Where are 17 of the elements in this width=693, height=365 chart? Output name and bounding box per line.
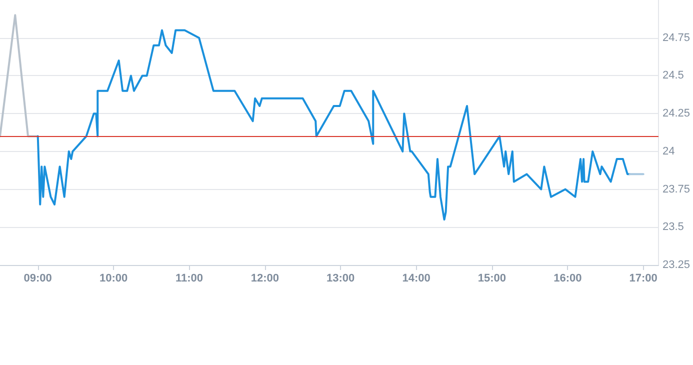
x-tick-label: 12:00 — [250, 272, 279, 284]
y-tick-label: 23.25 — [662, 259, 690, 271]
y-tick-label: 23.5 — [662, 221, 684, 234]
y-tick-label: 24.5 — [662, 70, 684, 82]
y-tick-label: 23.75 — [662, 183, 690, 196]
x-tick-label: 11:00 — [175, 272, 203, 284]
line-series — [36, 29, 631, 221]
x-tick-label: 14:00 — [402, 272, 430, 284]
x-tick-label: 10:00 — [99, 272, 128, 284]
x-tick-label: 09:00 — [24, 272, 52, 284]
y-tick-label: 24.25 — [662, 108, 690, 120]
y-tick-label: 24 — [662, 145, 675, 158]
y-tick-label: 24.75 — [662, 32, 690, 44]
x-tick-label: 15:00 — [478, 272, 506, 284]
x-tick-label: 16:00 — [554, 272, 582, 284]
x-tick-label: 17:00 — [629, 272, 658, 284]
x-tick-label: 13:00 — [326, 272, 355, 284]
